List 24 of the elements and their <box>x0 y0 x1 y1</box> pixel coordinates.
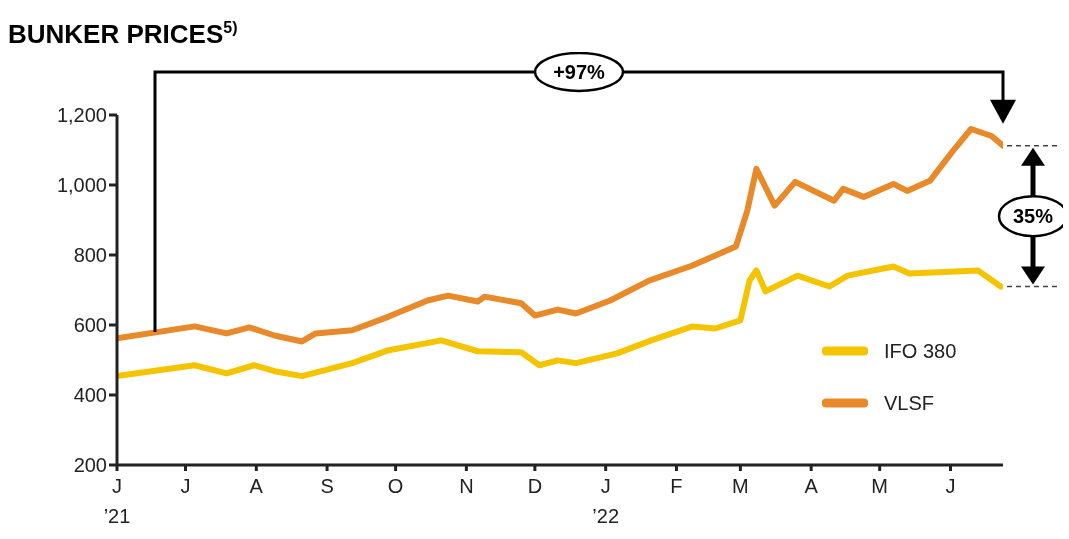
chart-title: BUNKER PRICES$^{5)}$ <box>8 18 238 49</box>
x-tick-label: O <box>387 475 404 497</box>
text: +97% <box>553 61 606 83</box>
y-tick-label: 1,000 <box>56 174 107 197</box>
x-tick-label: M <box>871 475 889 497</box>
y-tick-label: 1,200 <box>56 104 107 127</box>
legend-label: IFO 380 <box>884 339 957 363</box>
x-tick-label: J <box>180 475 191 497</box>
legend-label: VLSF <box>884 391 935 415</box>
x-tick-label: N <box>459 475 474 497</box>
x-tick-label: D <box>527 475 543 497</box>
x-tick-label: J ’22 <box>592 475 620 527</box>
y-tick-label: 200 <box>73 454 107 477</box>
y-tick-label: 600 <box>73 314 107 337</box>
x-tick-label: J <box>945 475 956 497</box>
x-tick-label: S <box>320 475 334 497</box>
y-tick-label: 400 <box>73 384 107 407</box>
x-tick-label: F <box>670 475 683 497</box>
x-tick-label: A <box>804 475 819 497</box>
x-tick-label: M <box>732 475 749 497</box>
x-tick-label: A <box>249 475 264 497</box>
x-tick-label: J ’21 <box>103 475 131 527</box>
y-tick-label: 800 <box>73 244 107 267</box>
text: 35% <box>1012 205 1054 228</box>
